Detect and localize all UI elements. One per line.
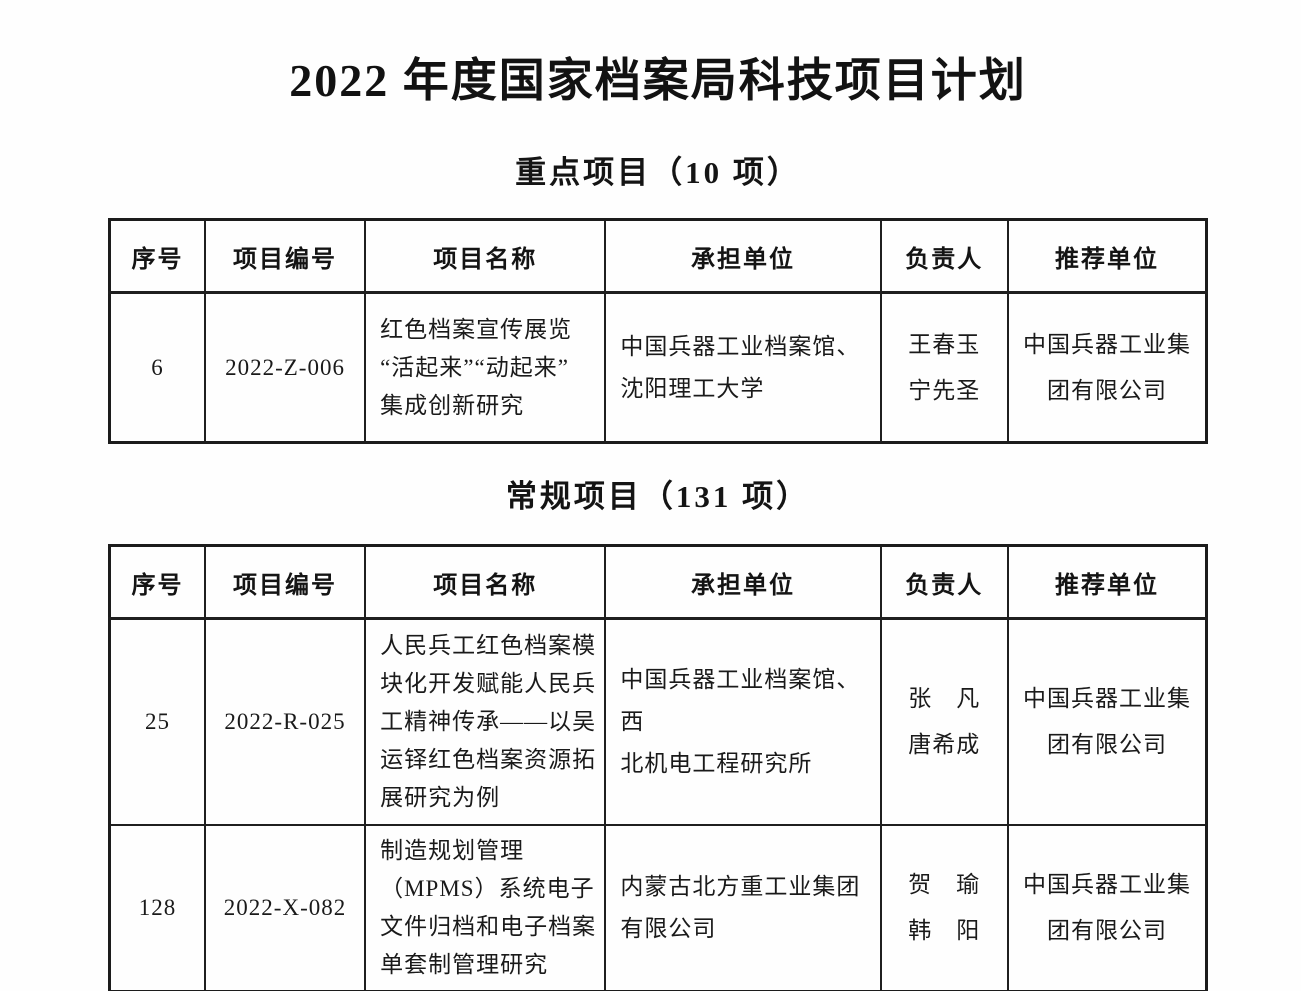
leader-cell: 张 凡唐希成 [879,617,1009,826]
recommending-unit-cell: 中国兵器工业集 团有限公司 [1006,291,1208,444]
text-line: 沈阳理工大学 [620,375,765,401]
text-line: “活起来”“动起来” [380,354,569,380]
serial-cell: 25 [108,617,206,826]
text-line: 文件归档和电子档案 [380,914,597,939]
section-heading-key-projects: 重点项目（10 项） [515,155,801,190]
column-header-recommending-unit: 推荐单位 [1006,544,1208,620]
text-line: 制造规划管理 [380,838,525,863]
text-line: 人民兵工红色档案模 [380,633,597,658]
text-line: 块化开发赋能人民兵 [380,671,597,696]
text-line: 红色档案宣传展览 [380,316,573,342]
recommending-unit-cell: 中国兵器工业集 团有限公司 [1006,617,1208,826]
text-line: 有限公司 [620,916,717,941]
text-line: 集成创新研究 [380,392,525,418]
column-header-project-code: 项目编号 [203,218,367,294]
text-line: 王春玉 [908,331,981,357]
column-header-serial: 序号 [108,544,206,620]
undertaking-unit-cell: 内蒙古北方重工业集团 有限公司 [604,824,882,991]
table-row: 25 2022-R-025 人民兵工红色档案模 块化开发赋能人民兵 工精神传承——以… [108,617,1208,826]
table-row: 128 2022-X-082 制造规划管理 （MPMS）系统电子 文件归档和电子档案… [108,824,1208,991]
recommending-unit-cell: 中国兵器工业集 团有限公司 [1006,824,1208,991]
text-line: 唐希成 [908,732,981,757]
text-line: 宁先圣 [908,377,981,403]
text-line: 运铎红色档案资源拓 [380,747,597,772]
column-header-leader: 负责人 [879,544,1009,620]
column-header-project-name: 项目名称 [364,544,607,620]
project-name-cell: 人民兵工红色档案模 块化开发赋能人民兵 工精神传承——以吴 运铎红色档案资源拓 展研究为… [364,617,607,826]
column-header-project-code: 项目编号 [203,544,367,620]
project-name-cell: 红色档案宣传展览 “活起来”“动起来” 集成创新研究 [364,291,607,444]
column-header-serial: 序号 [108,218,206,294]
text-line: 展研究为例 [380,785,501,810]
text-line: 团有限公司 [1046,732,1167,757]
column-header-recommending-unit: 推荐单位 [1006,218,1208,294]
undertaking-unit-cell: 中国兵器工业档案馆、 沈阳理工大学 [604,291,882,444]
text-line: 工精神传承——以吴 [380,709,597,734]
section-heading-regular-projects: 常规项目（131 项） [505,479,811,514]
leader-cell: 贺 瑜韩 阳 [879,824,1009,991]
serial-cell: 128 [108,824,206,991]
text-line: 中国兵器工业集 [1022,331,1191,357]
text-line: 内蒙古北方重工业集团 [620,874,861,899]
text-line: 张 凡 [908,686,981,711]
text-line: 北机电工程研究所 [620,751,813,776]
text-line: 团有限公司 [1046,918,1167,943]
undertaking-unit-cell: 中国兵器工业档案馆、西北机电工程研究所 [604,617,882,826]
project-code-cell: 2022-Z-006 [203,291,367,444]
project-code-cell: 2022-R-025 [203,617,367,826]
table-header-row: 序号 项目编号 项目名称 承担单位 负责人 推荐单位 [108,218,1208,294]
key-projects-table: 序号 项目编号 项目名称 承担单位 负责人 推荐单位 6 2022-Z-006 … [108,218,1208,444]
text-line: 中国兵器工业档案馆、 [620,333,861,359]
column-header-project-name: 项目名称 [364,218,607,294]
text-line: 中国兵器工业集 [1022,872,1191,897]
column-header-undertaking-unit: 承担单位 [604,544,882,620]
project-name-cell: 制造规划管理 （MPMS）系统电子 文件归档和电子档案 单套制管理研究 [364,824,607,991]
leader-cell: 王春玉 宁先圣 [879,291,1009,444]
text-line: 中国兵器工业集 [1022,686,1191,711]
project-code-cell: 2022-X-082 [203,824,367,991]
table-row: 6 2022-Z-006 红色档案宣传展览 “活起来”“动起来” 集成创新研究 中国… [108,291,1208,444]
document-title: 2022 年度国家档案局科技项目计划 [289,55,1027,106]
text-line: 韩 阳 [908,918,981,943]
text-line: 贺 瑜 [908,872,981,897]
text-line: 中国兵器工业档案馆、西 [620,667,861,734]
text-line: 团有限公司 [1046,377,1167,403]
text-line: （MPMS）系统电子 [380,876,595,901]
column-header-leader: 负责人 [879,218,1009,294]
column-header-undertaking-unit: 承担单位 [604,218,882,294]
regular-projects-table: 序号 项目编号 项目名称 承担单位 负责人 推荐单位 25 2022-R-025… [108,544,1208,991]
table-header-row: 序号 项目编号 项目名称 承担单位 负责人 推荐单位 [108,544,1208,620]
text-line: 单套制管理研究 [380,952,549,977]
serial-cell: 6 [108,291,206,444]
